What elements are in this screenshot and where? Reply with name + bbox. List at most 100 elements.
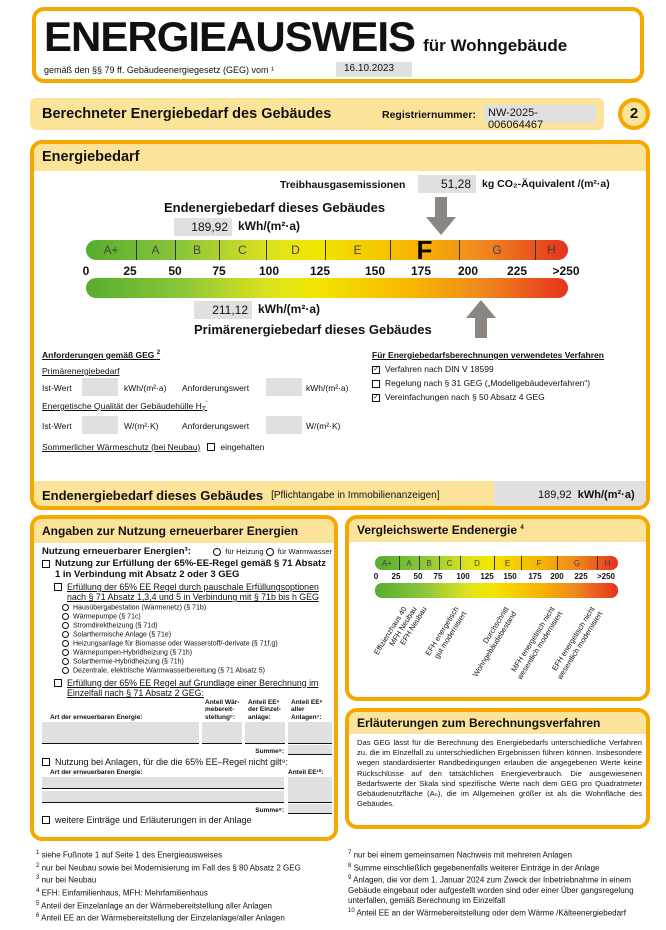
col-ee10: Anteil EE¹⁰:	[288, 769, 324, 776]
scale-tick: 225	[574, 572, 588, 581]
col-type: Art der erneuerbaren Energie:	[50, 713, 143, 721]
final-energy-value-field: 189,92 kWh/(m²·a)	[494, 481, 646, 506]
summer-option: eingehalten	[220, 441, 265, 452]
summer-checkbox[interactable]	[207, 443, 216, 452]
footnote-number: 3	[36, 875, 40, 882]
energy-class-F: F	[416, 240, 433, 260]
comparison-box: Vergleichswerte Endenergie 4 A+ A B C D E F G H …	[345, 515, 650, 701]
ee-single-field[interactable]	[245, 722, 285, 744]
sum2-field[interactable]	[288, 804, 332, 814]
footnote-number: 6	[36, 913, 40, 920]
summer-label: Sommerlicher Wärmeschutz (bei Neubau)	[42, 441, 201, 452]
scale-tick: 100	[258, 264, 280, 278]
scale-tick: 100	[456, 572, 470, 581]
req-label: Anforderungswert	[182, 383, 250, 393]
procedure-checkbox[interactable]: ✓	[372, 393, 380, 402]
sum-field[interactable]	[288, 745, 332, 755]
procedure-label: Regelung nach § 31 GEG („Modellgebäudeve…	[385, 378, 591, 388]
footnote-text: Anteil der Einzelanlage an der Wärmebere…	[39, 901, 272, 911]
envelope-req-field	[266, 415, 302, 434]
type2-field-1[interactable]	[42, 777, 284, 789]
energy-class-H: H	[547, 243, 556, 257]
end-energy-label: Endenergiebedarf dieses Gebäudes	[164, 200, 386, 215]
energy-class-B: B	[426, 558, 432, 568]
scale-divider	[439, 556, 440, 570]
scale-divider	[136, 240, 137, 260]
end-energy-arrow-icon	[426, 197, 456, 235]
unit: kWh/(m²·a)	[124, 383, 167, 393]
unit: W/(m²·K)	[124, 420, 159, 431]
usage-label: Nutzung erneuerbarer Energien³:	[42, 546, 191, 557]
explanation-text: Das GEG lässt für die Berechnung des Ene…	[357, 738, 642, 809]
type-field[interactable]	[42, 722, 199, 744]
rule-65-label: Nutzung zur Erfüllung der 65%-EE-Regel g…	[55, 558, 326, 580]
primary-energy-value: 211,12	[194, 301, 252, 319]
scale-divider	[266, 240, 267, 260]
procedure-checkbox[interactable]: ✓	[372, 365, 380, 374]
footnote-number: 8	[348, 862, 352, 869]
primary-scale	[86, 278, 568, 298]
primary-req-field	[266, 378, 302, 396]
ee10-field[interactable]	[288, 777, 332, 803]
procedure-checkbox[interactable]	[372, 379, 380, 388]
scale-tick: 75	[212, 264, 226, 278]
option-radio[interactable]	[62, 657, 69, 665]
ee-all-field[interactable]	[288, 722, 332, 744]
option-radio[interactable]	[62, 666, 69, 674]
scale-tick: 0	[82, 264, 90, 278]
rule-65-checkbox[interactable]	[42, 560, 50, 568]
type2-field-2[interactable]	[42, 791, 284, 803]
scale-divider	[419, 556, 420, 570]
scale-tick: 225	[506, 264, 528, 278]
hot-water-radio[interactable]	[265, 548, 274, 557]
energy-class-A: A	[406, 558, 412, 568]
envelope-ist-field	[82, 415, 118, 434]
pauschal-checkbox[interactable]	[54, 583, 62, 591]
section-title: Berechneter Energiebedarf des Gebäudes	[42, 106, 332, 122]
opt-water: für Warmwasser	[277, 547, 332, 556]
option-radio[interactable]	[62, 612, 69, 620]
more-checkbox[interactable]	[42, 816, 50, 824]
title-row: ENERGIEAUSWEIS für Wohngebäude	[44, 13, 567, 61]
option-radio[interactable]	[62, 604, 69, 611]
einzelfall-checkbox[interactable]	[54, 678, 62, 687]
option-radio[interactable]	[62, 648, 69, 656]
option-radio[interactable]	[62, 630, 69, 638]
col-share: Anteil Wär-mebereit-stellung⁵:	[205, 698, 240, 721]
primary-energy-label: Primärenergiebedarf dieses Gebäudes	[194, 322, 432, 337]
comparison-gradient	[375, 583, 618, 598]
final-energy-unit: kWh/(m²·a)	[577, 489, 635, 501]
procedure-label: Verfahren nach DIN V 18599	[385, 364, 494, 374]
scale-divider	[521, 556, 522, 570]
heating-radio[interactable]	[213, 548, 222, 557]
not-applicable-checkbox[interactable]	[42, 758, 50, 766]
unit: kWh/(m²·a)	[306, 383, 349, 393]
comparison-ticks: 0 25 50 75 100 125 150 175 200 225 >250	[374, 572, 618, 582]
final-energy-value: 189,92	[538, 489, 572, 501]
document-subtitle: für Wohngebäude	[423, 36, 568, 55]
energy-class-H: H	[604, 558, 611, 568]
option-radio[interactable]	[62, 639, 69, 647]
footnote-number: 10	[348, 907, 355, 914]
header-box: ENERGIEAUSWEIS für Wohngebäude gemäß den…	[32, 7, 644, 83]
scale-tick: >250	[552, 264, 580, 278]
scale-tick: 125	[480, 572, 494, 581]
energy-class-A+: A+	[381, 558, 392, 568]
col-ee-all: Anteil EE⁶ aller Anlagen⁷:	[291, 698, 323, 721]
option-radio[interactable]	[62, 621, 69, 629]
footnote-number: 2	[36, 862, 40, 869]
renewable-title: Angaben zur Nutzung erneuerbarer Energie…	[42, 524, 299, 538]
ghg-unit: kg CO₂-Äquivalent /(m²·a)	[482, 178, 610, 190]
final-energy-note: [Pflichtangabe in Immobilienanzeigen]	[271, 490, 440, 501]
share-field[interactable]	[202, 722, 242, 744]
scale-tick: 175	[528, 572, 542, 581]
not-applicable-label: Nutzung bei Anlagen, für die die 65% EE–…	[55, 757, 289, 767]
comparison-scale: A+ A B C D E F G H	[375, 556, 618, 570]
energy-class-A+: A+	[103, 243, 119, 257]
option-label: Dezentrale, elektrische Warmwasserbereit…	[73, 666, 265, 674]
footnote: 4 EFH: Einfamilienhaus, MFH: Mehrfamilie…	[36, 886, 336, 899]
footnote: 5 Anteil der Einzelanlage an der Wärmebe…	[36, 899, 336, 912]
option-item: Hausübergabestation (Wärmenetz) (§ 71b)	[62, 604, 332, 613]
option-label: Hausübergabestation (Wärmenetz) (§ 71b)	[73, 604, 207, 612]
einzelfall-label: Erfüllung der 65% EE Regel auf Grundlage…	[67, 677, 319, 698]
